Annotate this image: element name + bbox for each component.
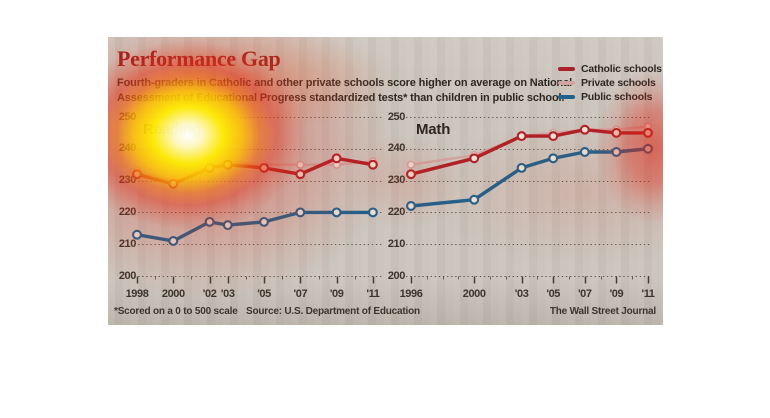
data-point-marker: [259, 162, 269, 173]
wsj-credit: The Wall Street Journal: [549, 306, 656, 317]
data-point-marker: [296, 160, 305, 169]
data-point-marker: [643, 143, 653, 154]
subtitle-line-1: Fourth-graders in Catholic and other pri…: [117, 77, 572, 89]
data-point-marker: [168, 178, 179, 189]
data-point-marker: [548, 131, 559, 142]
legend-item-private-schools: Private schools: [558, 76, 662, 90]
data-point-marker: [331, 153, 342, 164]
data-point-marker: [406, 201, 416, 211]
page-title: Performance Gap: [117, 46, 281, 71]
legend-item-public-schools: Public schools: [558, 90, 662, 104]
data-point-marker: [516, 131, 527, 142]
data-point-marker: [222, 220, 233, 231]
data-point-marker: [611, 147, 622, 157]
data-point-marker: [406, 169, 416, 180]
legend-item-catholic-schools: Catholic schools: [558, 62, 662, 76]
data-point-marker: [643, 127, 653, 138]
math-chart-svg: [406, 117, 653, 284]
data-point-marker: [168, 236, 179, 246]
legend-label: Catholic schools: [581, 63, 662, 75]
subtitle-line-2: Assessment of Educational Progress stand…: [117, 92, 565, 104]
data-point-marker: [331, 207, 342, 218]
reading-chart-svg: [132, 117, 382, 284]
data-point-marker: [367, 207, 378, 218]
legend-label: Private schools: [581, 77, 656, 89]
legend: Catholic schools Private schools Public …: [558, 62, 662, 104]
data-point-marker: [204, 216, 215, 227]
data-point-marker: [579, 147, 590, 157]
data-point-marker: [367, 159, 378, 170]
data-point-marker: [132, 229, 142, 240]
footnote-scale: *Scored on a 0 to 500 scale: [114, 306, 238, 317]
series-line-public-schools: [409, 147, 650, 208]
data-point-marker: [132, 169, 142, 180]
data-point-marker: [204, 162, 215, 173]
chart-subtitle: Fourth-graders in Catholic and other pri…: [117, 76, 572, 106]
public-line-swatch-icon: [558, 94, 575, 100]
data-point-marker: [579, 124, 590, 135]
data-point-marker: [469, 153, 480, 164]
private-line-swatch-icon: [558, 80, 575, 86]
data-point-marker: [516, 162, 527, 173]
data-point-marker: [548, 153, 559, 164]
catholic-line-swatch-icon: [558, 66, 575, 72]
data-point-marker: [406, 160, 416, 169]
legend-label: Public schools: [581, 91, 653, 103]
source-credit: Source: U.S. Department of Education: [246, 306, 420, 317]
data-point-marker: [295, 207, 306, 218]
chart-panel: Performance Gap Fourth-graders in Cathol…: [108, 37, 663, 325]
data-point-marker: [222, 159, 233, 170]
data-point-marker: [259, 216, 269, 227]
data-point-marker: [469, 194, 480, 205]
data-point-marker: [611, 127, 622, 138]
data-point-marker: [295, 169, 306, 180]
